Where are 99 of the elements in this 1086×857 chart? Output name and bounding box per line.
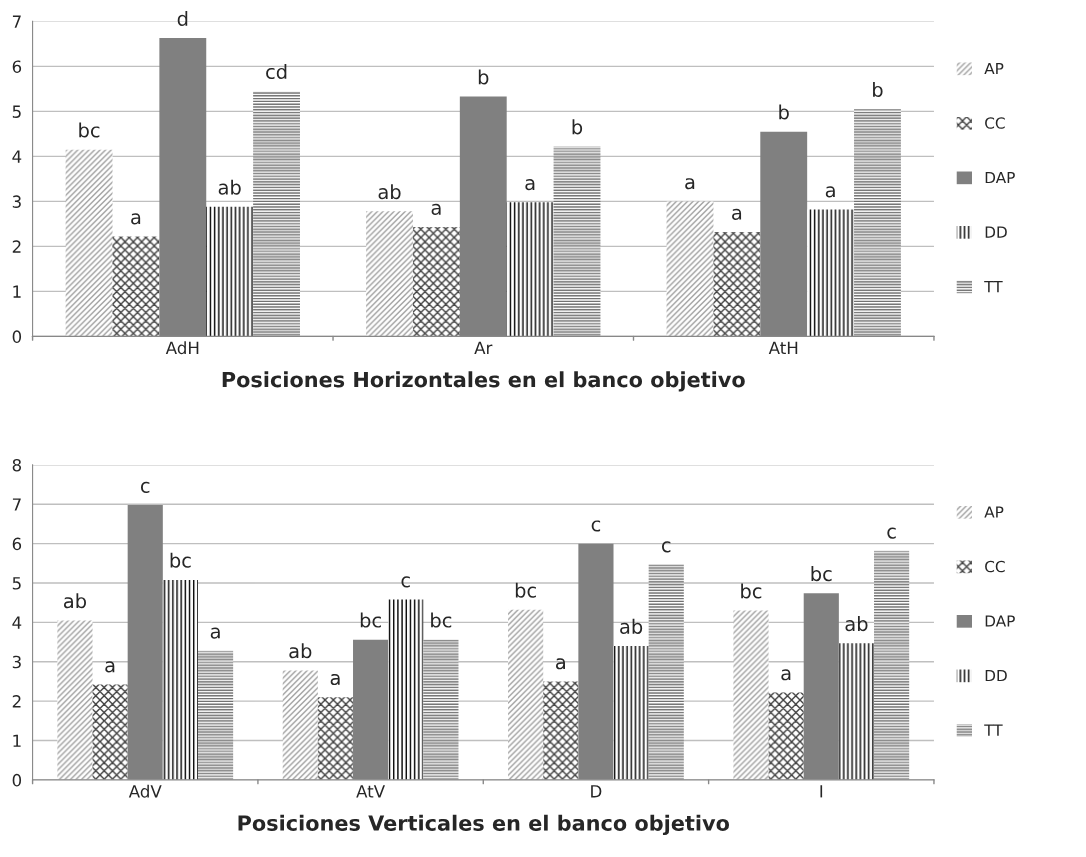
x-tick-label: Ar — [474, 341, 493, 354]
data-label: a — [131, 213, 141, 225]
data-label: ab — [63, 593, 87, 609]
data-label: c — [661, 541, 671, 553]
data-label: ab — [378, 184, 401, 200]
y-tick-label: 1 — [13, 285, 21, 298]
data-label: c — [401, 576, 410, 588]
x-tick-label: I — [820, 785, 823, 798]
bar — [543, 681, 579, 780]
legend-label: TT — [984, 724, 1003, 736]
data-label: bc — [79, 122, 100, 138]
data-label: a — [431, 203, 441, 215]
legend-label: DAP — [985, 615, 1015, 627]
legend-label: AP — [984, 62, 1004, 75]
y-tick-label: 4 — [12, 150, 22, 163]
data-label: bc — [360, 612, 381, 628]
bar — [57, 620, 93, 780]
bar — [807, 209, 855, 337]
bar — [92, 684, 128, 780]
data-label: ab — [218, 179, 241, 195]
data-label: bc — [515, 582, 536, 598]
data-label: a — [210, 627, 220, 639]
legend-label: DD — [985, 226, 1007, 238]
y-tick-label: 6 — [12, 60, 22, 73]
data-label: a — [330, 673, 340, 686]
data-label: ab — [845, 616, 868, 632]
y-tick-label: 3 — [12, 195, 21, 208]
data-label: a — [556, 658, 565, 670]
y-tick-label: 5 — [12, 105, 21, 118]
data-label: cd — [266, 64, 287, 80]
data-label: a — [105, 661, 115, 673]
x-axis-title: Posiciones Verticales en el banco objetivo — [238, 814, 730, 836]
x-tick-label: D — [591, 785, 602, 798]
legend-label: CC — [985, 560, 1005, 573]
bar — [713, 231, 761, 337]
data-label: a — [825, 186, 835, 198]
bar — [65, 149, 113, 337]
x-tick-label: AdV — [128, 784, 162, 798]
data-label: ab — [289, 643, 312, 659]
y-tick-label: 2 — [12, 695, 21, 708]
bar — [253, 91, 300, 337]
bar — [838, 643, 875, 780]
data-label: c — [887, 527, 896, 539]
y-tick-label: 4 — [12, 616, 22, 629]
bar — [197, 650, 234, 780]
bar — [423, 639, 459, 780]
bar — [733, 610, 769, 780]
data-label: a — [732, 208, 742, 220]
data-label: b — [779, 104, 789, 120]
bar — [508, 609, 544, 780]
bar — [666, 201, 714, 337]
bar — [506, 202, 554, 337]
data-label: c — [591, 520, 601, 532]
bar — [412, 227, 460, 337]
x-tick-label: AtV — [356, 785, 385, 798]
data-label: a — [781, 669, 791, 681]
bar — [282, 670, 318, 780]
x-tick-label: AtH — [768, 341, 798, 354]
bar — [648, 564, 684, 780]
x-axis-title: Posiciones Horizontales en el banco objetivo — [222, 371, 745, 392]
data-label: bc — [811, 566, 832, 582]
y-tick-label: 7 — [12, 15, 21, 28]
bar — [388, 599, 424, 780]
data-label: c — [140, 481, 150, 493]
data-label: ab — [620, 618, 643, 634]
data-label: b — [572, 119, 583, 135]
bar — [162, 579, 198, 780]
bar — [613, 646, 649, 780]
y-tick-label: 5 — [12, 577, 21, 590]
data-label: b — [478, 69, 489, 85]
y-tick-label: 7 — [12, 498, 21, 511]
legend-label: CC — [985, 117, 1005, 129]
y-tick-label: 6 — [12, 537, 22, 551]
data-label: bc — [741, 583, 762, 599]
bar — [317, 697, 354, 780]
data-label: a — [685, 178, 695, 190]
bar — [553, 146, 601, 337]
y-tick-label: 1 — [13, 734, 21, 747]
data-label: a — [525, 179, 535, 191]
data-label: bc — [170, 552, 191, 568]
bar — [112, 236, 160, 337]
data-label: d — [177, 10, 188, 26]
data-label: b — [873, 82, 883, 98]
legend-label: DD — [985, 669, 1007, 682]
bar — [874, 550, 910, 780]
bar — [366, 211, 413, 337]
legend-label: AP — [984, 506, 1004, 518]
data-label: bc — [431, 612, 452, 628]
y-tick-label: 8 — [12, 458, 22, 472]
bar — [206, 206, 254, 337]
bar — [854, 109, 901, 337]
y-tick-label: 2 — [12, 240, 21, 253]
x-tick-label: AdH — [165, 341, 199, 355]
y-tick-label: 3 — [12, 655, 21, 669]
y-tick-label: 0 — [12, 330, 22, 343]
legend-label: TT — [984, 281, 1003, 293]
bar — [768, 692, 804, 780]
legend-label: DAP — [985, 171, 1015, 184]
y-tick-label: 0 — [12, 773, 22, 787]
